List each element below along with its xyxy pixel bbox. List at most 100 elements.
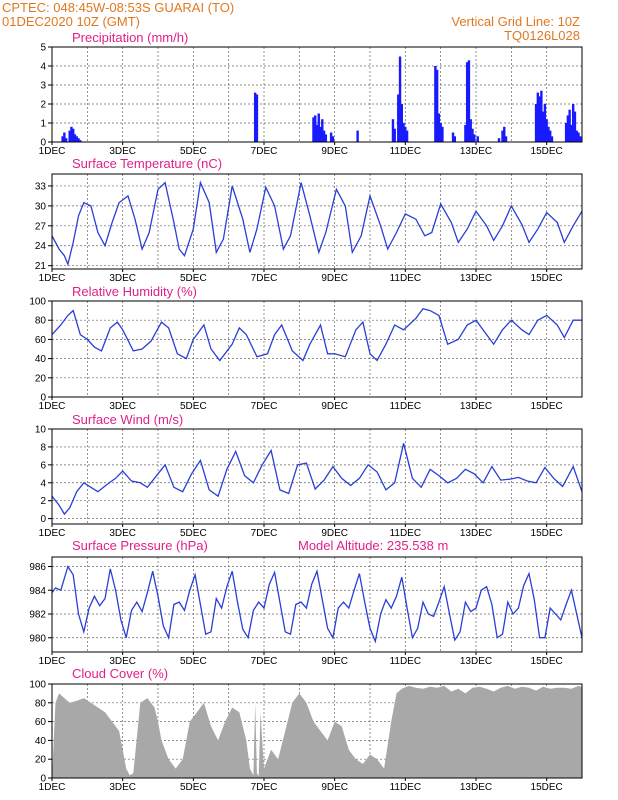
precip-bar	[68, 130, 71, 142]
precip-bar	[329, 132, 333, 142]
rh-frame	[51, 300, 583, 398]
precip-bar	[501, 130, 504, 142]
cloud-xtick-label: 15DEC	[531, 782, 563, 793]
precip-bar	[473, 134, 476, 142]
rh-xtick-label: 5DEC	[180, 401, 207, 412]
precip-bar	[536, 92, 540, 142]
precip-bar	[63, 132, 66, 142]
precip-bar	[437, 113, 441, 142]
pres-xtick-label: 11DEC	[390, 656, 422, 667]
rh-xtick-label: 3DEC	[109, 401, 136, 412]
temp-title: Surface Temperature (nC)	[72, 156, 222, 171]
temp-xtick-label: 1DEC	[39, 273, 66, 284]
wind-xtick-label: 5DEC	[180, 528, 207, 539]
pres-title: Surface Pressure (hPa)	[72, 538, 208, 553]
temp-ytick-label: 27	[35, 221, 47, 232]
precip-bar	[503, 126, 506, 142]
rh-title: Relative Humidity (%)	[72, 284, 197, 299]
precip-frame	[51, 46, 583, 143]
wind-xtick-label: 9DEC	[321, 528, 348, 539]
precip-bar	[471, 128, 474, 142]
temp-xtick-label: 15DEC	[531, 273, 563, 284]
precip-ytick-label: 2	[40, 100, 46, 111]
precip-bar	[541, 111, 545, 142]
precip-bar	[75, 136, 78, 142]
wind-title: Surface Wind (m/s)	[72, 412, 183, 427]
wind-xtick-label: 13DEC	[460, 528, 492, 539]
pres-xtick-label: 1DEC	[39, 656, 66, 667]
precip-bar	[497, 138, 501, 142]
precip-bar	[453, 136, 456, 142]
header-run-time: 01DEC2020 10Z (GMT)	[2, 14, 140, 29]
rh-ytick-label: 0	[40, 393, 46, 404]
precip-bar	[314, 115, 317, 142]
wind-frame	[51, 428, 583, 525]
precip-bar	[573, 111, 577, 142]
cloud-ytick-label: 80	[35, 698, 47, 709]
precip-bar	[77, 138, 80, 142]
rh-ytick-label: 20	[35, 373, 47, 384]
precip-bar	[439, 123, 442, 142]
precip-bar	[534, 104, 538, 142]
precip-bar	[464, 124, 467, 142]
precip-bar	[469, 119, 472, 142]
wind-ytick-label: 10	[35, 425, 47, 436]
precip-bar	[570, 124, 573, 142]
temp-xtick-label: 7DEC	[251, 273, 278, 284]
precip-bar	[566, 115, 570, 142]
cloud-xtick-label: 5DEC	[180, 782, 207, 793]
precip-bar	[398, 56, 402, 142]
precip-bar	[465, 62, 469, 143]
precip-bar	[549, 130, 552, 142]
temp-ytick-label: 21	[35, 261, 47, 272]
precip-bar	[545, 119, 548, 142]
pres-ytick-label: 982	[29, 610, 46, 621]
pres-ytick-label: 980	[29, 633, 46, 644]
precip-bar	[451, 132, 455, 142]
precip-bar	[321, 119, 324, 142]
precip-bar	[405, 130, 409, 142]
rh-xtick-label: 1DEC	[39, 401, 66, 412]
cloud-ytick-label: 20	[35, 755, 47, 766]
temp-frame	[51, 173, 583, 270]
precip-bar	[393, 128, 396, 142]
precip-ytick-label: 4	[40, 62, 46, 73]
precip-ytick-label: 0	[40, 138, 46, 149]
cloud-xtick-label: 9DEC	[321, 782, 348, 793]
temp-xtick-label: 9DEC	[321, 273, 348, 284]
rh-line	[51, 307, 582, 362]
temp-ytick-label: 33	[35, 181, 47, 192]
pres-xtick-label: 13DEC	[460, 656, 492, 667]
wind-ytick-label: 2	[40, 496, 46, 507]
precip-bar	[322, 130, 326, 142]
cloud-xtick-label: 11DEC	[390, 782, 422, 793]
precip-bar	[319, 126, 322, 142]
cloud-ytick-label: 100	[29, 680, 46, 691]
rh-xtick-label: 7DEC	[251, 401, 278, 412]
wind-xtick-label: 1DEC	[39, 528, 66, 539]
precip-bar	[575, 130, 578, 142]
precip-bar	[356, 130, 359, 142]
precip-bar	[402, 123, 405, 142]
precip-bar	[312, 117, 315, 142]
precip-bar	[404, 126, 407, 142]
header-model-id: TQ0126L028	[504, 28, 580, 43]
precip-bar	[550, 136, 554, 142]
precip-bar	[543, 104, 547, 142]
cloud-ytick-label: 40	[35, 736, 47, 747]
precip-xtick-label: 15DEC	[531, 146, 563, 157]
precip-bar	[476, 136, 479, 142]
precip-bar	[255, 94, 259, 142]
wind-xtick-label: 3DEC	[109, 528, 136, 539]
pres-panel: 980 982 984 986 1DEC 3DEC 5DEC 7DEC 9DEC 11DEC 13D…	[29, 556, 583, 667]
wind-ytick-label: 6	[40, 460, 46, 471]
precip-bar	[504, 136, 508, 142]
precip-bar	[579, 136, 582, 142]
rh-xtick-label: 9DEC	[321, 401, 348, 412]
temp-ytick-label: 30	[35, 201, 47, 212]
precip-bar	[324, 134, 328, 142]
precip-bar	[331, 136, 335, 142]
temp-xtick-label: 3DEC	[109, 273, 136, 284]
cloud-ytick-label: 0	[40, 774, 46, 785]
